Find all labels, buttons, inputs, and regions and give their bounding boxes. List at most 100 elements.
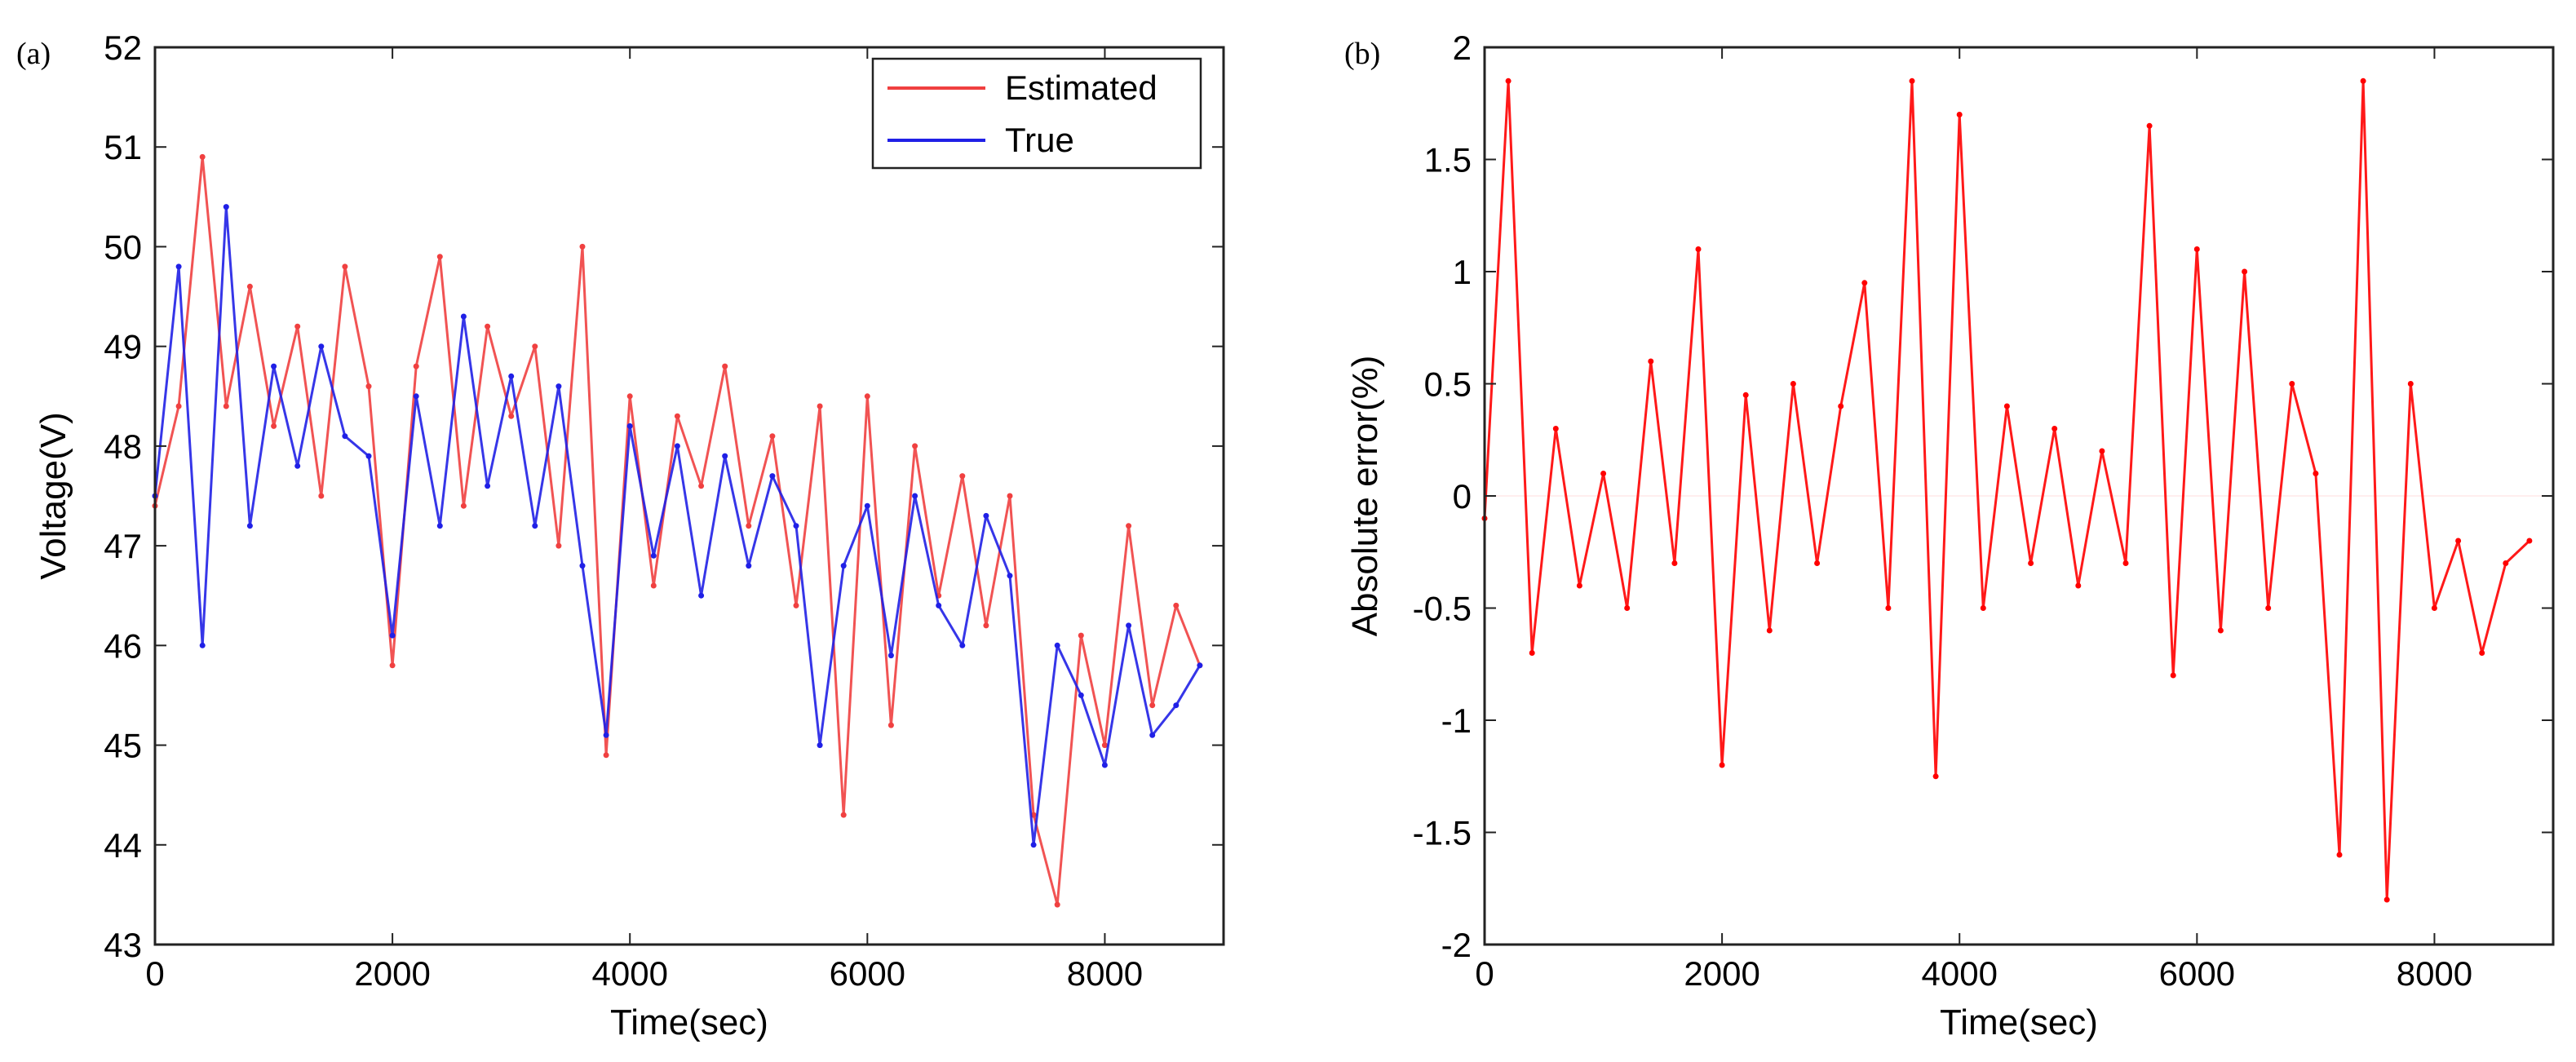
panel-a-point-true (1078, 692, 1084, 698)
panel-b-point-absolute-error (2313, 471, 2319, 476)
panel-a-point-true (722, 453, 728, 459)
panel-b-point-absolute-error (1956, 112, 1963, 117)
panel-a-voltage-chart: (a) 0 2000 4000 6000 8000 43 44 45 46 47 48 49 50 51 5… (16, 29, 1225, 1042)
panel-a-y-tick-label: 48 (104, 427, 142, 466)
panel-a-axes-frame (153, 46, 1225, 946)
panel-a-y-tick-label: 50 (104, 228, 142, 266)
panel-a-point-estimated (436, 254, 443, 260)
panel-a-point-true (746, 563, 752, 569)
panel-b-point-absolute-error (1671, 560, 1678, 566)
panel-a-legend: Estimated True (871, 57, 1202, 170)
panel-a-point-estimated (746, 523, 752, 529)
panel-b-point-absolute-error (1719, 762, 1725, 768)
panel-a-point-estimated (840, 812, 847, 818)
panel-b-y-tick-label: 0.5 (1424, 365, 1472, 404)
panel-b-point-absolute-error (2075, 582, 2082, 589)
panel-a-point-estimated (887, 722, 894, 728)
panel-b-point-absolute-error (2455, 538, 2462, 544)
panel-b-point-absolute-error (2099, 448, 2105, 454)
panel-a-point-true (223, 204, 229, 210)
panel-a-point-estimated (674, 413, 680, 419)
panel-b-y-tick-label: -0.5 (1413, 590, 1472, 628)
panel-a-point-true (508, 373, 515, 379)
panel-b-y-tick-label: -2 (1441, 926, 1472, 964)
panel-a-point-estimated (413, 363, 419, 369)
panel-a-ticks: 0 2000 4000 6000 8000 43 44 45 46 47 48 49 50 51 52 (104, 29, 1224, 993)
panel-b-point-absolute-error (1814, 560, 1821, 566)
panel-a-point-true (1173, 702, 1180, 709)
panel-b-point-absolute-error (1552, 426, 1559, 431)
panel-a-point-estimated (603, 752, 609, 759)
panel-a-point-true (436, 523, 443, 529)
panel-a-point-true (840, 563, 847, 569)
panel-a-point-true (271, 363, 277, 369)
panel-b-point-absolute-error (1766, 627, 1773, 634)
panel-b-point-absolute-error (2336, 852, 2343, 858)
panel-a-point-true (1007, 573, 1013, 579)
panel-b-x-axis-label: Time(sec) (1940, 1002, 2098, 1042)
panel-a-point-estimated (959, 473, 966, 480)
panel-b-point-absolute-error (2431, 605, 2437, 611)
panel-b-point-absolute-error (2028, 560, 2034, 566)
panel-a-point-true (1126, 622, 1132, 629)
panel-b-point-absolute-error (1576, 582, 1582, 589)
panel-a-point-estimated (579, 243, 586, 250)
panel-b-point-absolute-error (1529, 650, 1535, 656)
panel-a-point-estimated (389, 662, 396, 669)
panel-b-point-absolute-error (1980, 605, 1986, 611)
panel-a-point-estimated (318, 493, 325, 499)
panel-b-x-tick-label: 2000 (1684, 954, 1759, 993)
panel-a-point-estimated (817, 403, 823, 409)
panel-a-series-group (152, 153, 1203, 908)
panel-b-point-absolute-error (2170, 672, 2176, 679)
panel-a-point-estimated (650, 582, 657, 589)
panel-a-point-true (1054, 642, 1060, 648)
legend-label-true: True (1005, 121, 1074, 159)
panel-b-x-tick-label: 4000 (1922, 954, 1998, 993)
panel-b-y-tick-label: 2 (1453, 29, 1472, 67)
panel-a-point-true (246, 523, 253, 529)
panel-b-point-absolute-error (2146, 122, 2153, 129)
panel-a-y-tick-label: 47 (104, 527, 142, 565)
panel-a-point-true (912, 493, 918, 499)
panel-b-label: (b) (1344, 37, 1380, 71)
panel-a-point-true (769, 473, 776, 480)
panel-a-point-true (793, 523, 799, 529)
panel-b-point-absolute-error (1838, 403, 1844, 409)
panel-b-point-absolute-error (2526, 538, 2533, 544)
panel-b-series-group (1481, 77, 2533, 903)
panel-a-label: (a) (16, 37, 51, 71)
panel-b-y-tick-label: 0 (1453, 477, 1472, 516)
panel-a-point-estimated (294, 323, 301, 330)
panel-a-point-true (626, 423, 633, 429)
panel-a-point-estimated (199, 153, 206, 160)
panel-b-point-absolute-error (1885, 605, 1892, 611)
panel-b-point-absolute-error (2242, 268, 2248, 275)
panel-a-y-tick-label: 44 (104, 826, 142, 865)
panel-a-point-estimated (626, 393, 633, 400)
panel-b-point-absolute-error (2360, 77, 2366, 84)
panel-a-point-estimated (555, 542, 562, 549)
panel-b-point-absolute-error (1861, 280, 1868, 286)
panel-a-point-true (698, 592, 705, 599)
panel-a-point-true (318, 343, 325, 350)
panel-b-point-absolute-error (1695, 246, 1702, 252)
panel-a-y-tick-label: 52 (104, 29, 142, 67)
panel-a-point-estimated (342, 263, 348, 270)
panel-a-point-estimated (769, 433, 776, 440)
panel-a-point-true (389, 632, 396, 639)
panel-a-point-true (532, 523, 538, 529)
panel-b-point-absolute-error (1790, 381, 1796, 387)
panel-a-point-true (887, 653, 894, 659)
panel-a-point-estimated (271, 423, 277, 429)
panel-a-point-true (983, 512, 989, 519)
panel-a-point-true (936, 602, 942, 608)
panel-a-y-tick-label: 51 (104, 128, 142, 166)
panel-a-point-true (365, 453, 372, 459)
panel-b-point-absolute-error (2122, 560, 2129, 566)
panel-a-x-tick-label: 6000 (830, 954, 905, 993)
panel-a-point-estimated (508, 413, 515, 419)
panel-a-point-true (1197, 662, 1203, 669)
panel-a-point-estimated (1078, 632, 1084, 639)
